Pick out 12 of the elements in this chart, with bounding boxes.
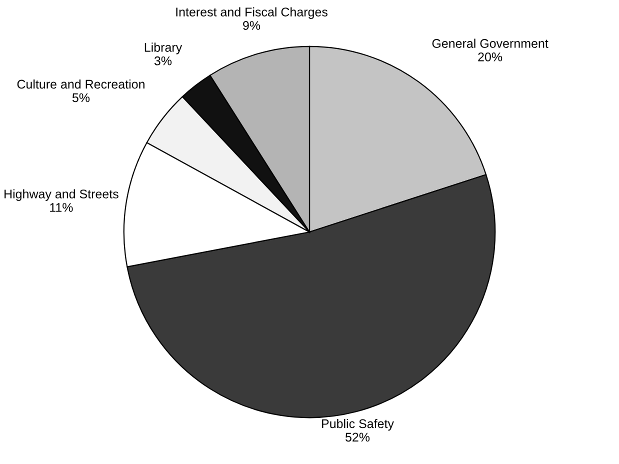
slice-label: Library [144,42,182,54]
slice-label: Highway and Streets [4,189,118,201]
slice-label: Culture and Recreation [17,79,144,89]
data-label: 3% [154,56,172,66]
data-label: 52% [345,432,370,442]
data-label: 11% [50,203,73,212]
data-label: 20% [478,52,502,62]
slice-label: General Government [432,38,548,48]
data-label: 9% [243,21,260,30]
slice-label: Interest and Fiscal Charges [176,7,328,19]
slice-label: Public Safety [322,418,394,431]
data-label: 5% [72,93,90,102]
